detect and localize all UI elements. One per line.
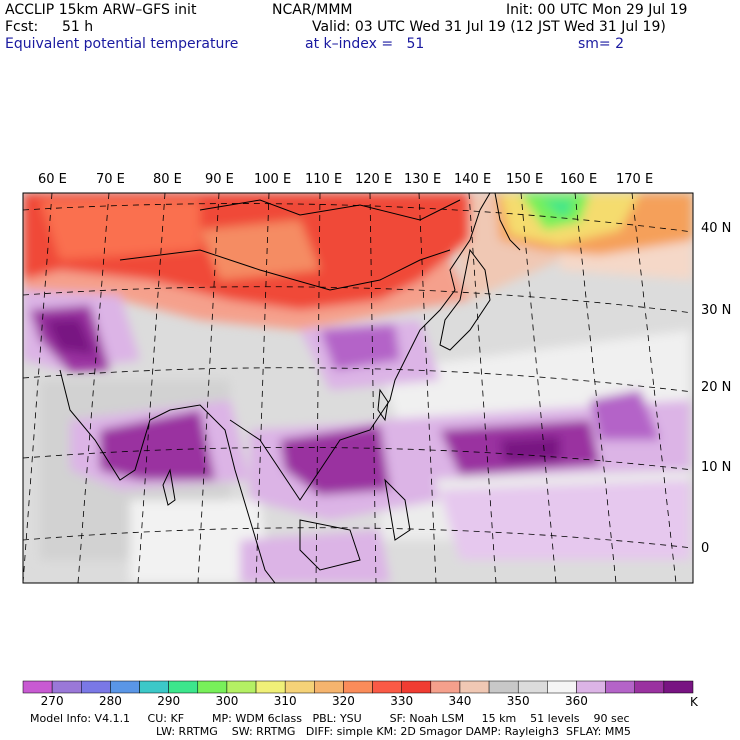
- colorbar-swatch: [22, 680, 53, 694]
- lat-label-10n: 10 N: [701, 460, 732, 475]
- colorbar-swatch: [605, 680, 635, 694]
- parallel-40n: [23, 203, 693, 233]
- lat-label-30n: 30 N: [701, 303, 732, 318]
- colorbar-swatch: [343, 680, 373, 694]
- lon-label-150e: 150 E: [506, 172, 544, 187]
- lon-label-70e: 70 E: [96, 172, 125, 187]
- colorbar-tick-label: 310: [273, 694, 297, 708]
- lon-label-80e: 80 E: [153, 172, 182, 187]
- parallel-20n: [23, 367, 693, 393]
- parallel-10n: [23, 447, 693, 471]
- field-shading: [23, 193, 693, 583]
- colorbar-tick-label: 350: [506, 694, 530, 708]
- colorbar-swatch: [81, 680, 111, 694]
- colorbar-swatch: [314, 680, 344, 694]
- colorbar-swatch: [663, 680, 694, 694]
- physics-info-line: LW: RRTMG SW: RRTMG DIFF: simple KM: 2D …: [156, 725, 631, 738]
- coastlines: [59, 193, 521, 583]
- colorbar-swatch: [139, 680, 169, 694]
- colorbar-swatch: [401, 680, 432, 694]
- colorbar-swatch: [488, 680, 519, 694]
- lon-label-120e: 120 E: [355, 172, 393, 187]
- colorbar-swatch: [51, 680, 82, 694]
- lon-label-100e: 100 E: [254, 172, 292, 187]
- organization-label: NCAR/MMM: [272, 2, 353, 18]
- forecast-label: Fcst:: [5, 19, 39, 35]
- lat-label-40n: 40 N: [701, 221, 732, 236]
- lon-label-170e: 170 E: [616, 172, 654, 187]
- colorbar-swatch: [284, 680, 315, 694]
- colorbar: [22, 680, 694, 694]
- colorbar-tick-label: 330: [390, 694, 414, 708]
- colorbar-swatch: [168, 680, 199, 694]
- lon-label-110e: 110 E: [305, 172, 343, 187]
- lon-label-130e: 130 E: [404, 172, 442, 187]
- colorbar-tick-label: 290: [157, 694, 181, 708]
- colorbar-unit: K: [690, 695, 699, 709]
- colorbar-swatch: [547, 680, 577, 694]
- colorbar-swatch: [255, 680, 286, 694]
- lon-label-160e: 160 E: [560, 172, 598, 187]
- lat-label-20n: 20 N: [701, 380, 732, 395]
- colorbar-swatch: [634, 680, 665, 694]
- smoothing-label: sm= 2: [578, 36, 625, 52]
- colorbar-tick-label: 300: [215, 694, 239, 708]
- valid-time: Valid: 03 UTC Wed 31 Jul 19 (12 JST Wed …: [312, 19, 666, 35]
- forecast-hour: 51 h: [62, 19, 94, 35]
- graticule: [23, 193, 693, 583]
- field-name: Equivalent potential temperature: [5, 36, 239, 52]
- colorbar-tick-label: 280: [98, 694, 122, 708]
- colorbar-swatch: [576, 680, 606, 694]
- colorbar-swatch: [459, 680, 490, 694]
- lon-label-90e: 90 E: [205, 172, 234, 187]
- lon-label-60e: 60 E: [38, 172, 67, 187]
- lon-label-140e: 140 E: [454, 172, 492, 187]
- init-time: Init: 00 UTC Mon 29 Jul 19: [506, 2, 688, 18]
- colorbar-tick-label: 320: [331, 694, 355, 708]
- colorbar-swatch: [226, 680, 257, 694]
- colorbar-tick-label: 340: [448, 694, 472, 708]
- parallel-30n: [23, 286, 693, 314]
- level-index: at k–index = 51: [305, 36, 425, 52]
- map-frame: [22, 192, 694, 584]
- parallel-equator: [23, 527, 693, 549]
- colorbar-swatch: [110, 680, 140, 694]
- model-title: ACCLIP 15km ARW–GFS init: [5, 2, 197, 18]
- colorbar-tick-label: 360: [565, 694, 588, 708]
- colorbar-swatch: [197, 680, 228, 694]
- colorbar-tick-label: 270: [40, 694, 64, 708]
- colorbar-swatch: [372, 680, 402, 694]
- colorbar-swatch: [517, 680, 548, 694]
- colorbar-swatch: [430, 680, 461, 694]
- lat-label-equator: 0: [701, 541, 710, 556]
- model-info-line: Model Info: V4.1.1 CU: KF MP: WDM 6class…: [30, 712, 630, 725]
